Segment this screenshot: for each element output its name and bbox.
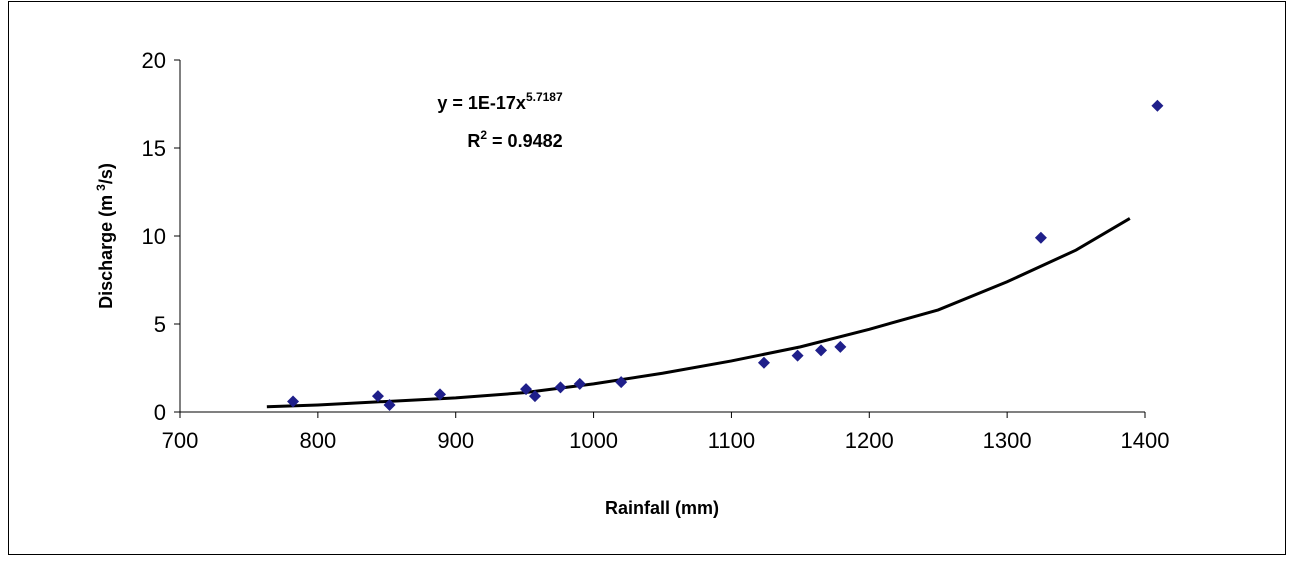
equation-text: y = 1E-17x — [437, 93, 526, 113]
x-tick-label: 1300 — [983, 428, 1032, 453]
r-squared: R2 = 0.9482 — [467, 128, 562, 151]
r-squared-sup: 2 — [480, 128, 487, 142]
x-tick-label: 1000 — [569, 428, 618, 453]
x-tick-label: 700 — [162, 428, 199, 453]
x-tick-label: 1100 — [708, 428, 755, 453]
x-tick-label: 1400 — [1121, 428, 1170, 453]
y-tick-label: 0 — [154, 400, 166, 425]
y-tick-label: 10 — [142, 224, 166, 249]
x-tick-label: 1200 — [845, 428, 894, 453]
point — [573, 377, 586, 390]
point — [757, 356, 770, 369]
equation-sup: 5.7187 — [526, 90, 563, 104]
point — [520, 383, 533, 396]
y-axis-title-suffix: /s) — [96, 163, 116, 184]
trend-line — [266, 217, 1131, 409]
y-tick-label: 20 — [142, 48, 166, 73]
point — [1034, 231, 1047, 244]
chart-border — [8, 1, 1286, 555]
r-squared-text: R — [467, 131, 480, 151]
y-axis-title-text: Discharge (m — [96, 195, 116, 309]
y-axis-title: Discharge (m 3/s) — [94, 163, 116, 309]
equation: y = 1E-17x5.7187 — [437, 90, 563, 113]
point — [1151, 99, 1164, 112]
x-tick-label: 800 — [299, 428, 336, 453]
point — [287, 395, 300, 408]
point — [815, 344, 828, 357]
point — [371, 390, 384, 403]
point — [554, 381, 567, 394]
point — [834, 340, 847, 353]
r-squared-suffix: = 0.9482 — [487, 131, 563, 151]
point — [383, 398, 396, 411]
y-tick-label: 15 — [142, 136, 166, 161]
y-tick-label: 5 — [154, 312, 166, 337]
point — [528, 390, 541, 403]
point — [791, 349, 804, 362]
x-tick-label: 900 — [437, 428, 474, 453]
point — [615, 376, 628, 389]
y-axis-title-sup: 3 — [94, 184, 108, 191]
point — [433, 388, 446, 401]
x-axis-title: Rainfall (mm) — [605, 498, 719, 518]
